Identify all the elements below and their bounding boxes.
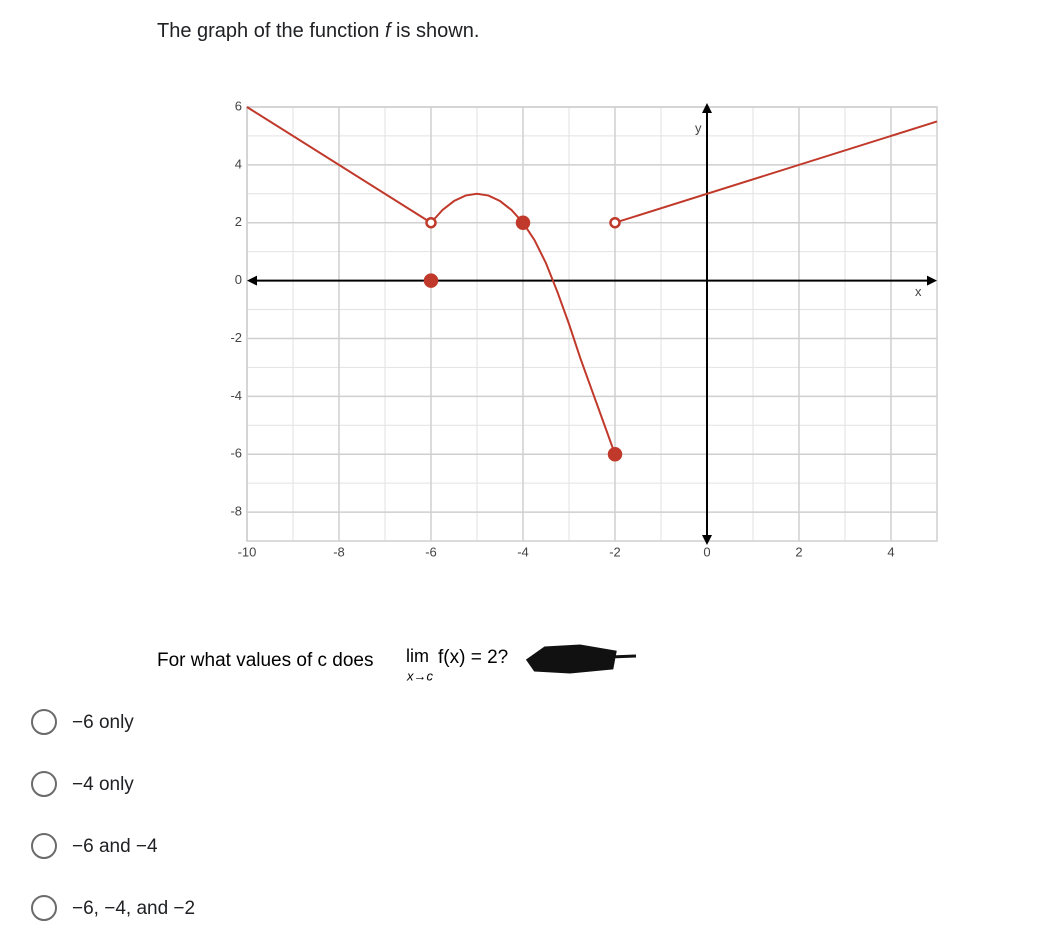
option-label[interactable]: −4 only — [72, 774, 134, 795]
redaction-scribble — [525, 644, 637, 674]
x-tick-label: -2 — [609, 544, 621, 559]
curve — [614, 120, 938, 224]
option-label[interactable]: −6 and −4 — [72, 836, 158, 857]
y-tick-label: 6 — [235, 98, 242, 113]
y-axis-label: y — [695, 120, 702, 135]
x-tick-label: -6 — [425, 544, 437, 559]
limit-word: lim — [406, 646, 429, 666]
x-tick-label: 4 — [887, 544, 894, 559]
x-tick-label: -10 — [238, 544, 257, 559]
intro-before: The graph of the function — [157, 20, 385, 42]
intro-after: is shown. — [391, 20, 480, 42]
intro-fn: f — [385, 20, 393, 42]
x-tick-label: 2 — [795, 544, 802, 559]
question-text: For what values of c does — [157, 650, 374, 671]
x-axis-label: x — [915, 284, 922, 299]
option-label[interactable]: −6, −4, and −2 — [72, 898, 195, 919]
x-tick-label: -4 — [517, 544, 529, 559]
radio-button[interactable] — [31, 771, 57, 797]
option-label[interactable]: −6 only — [72, 712, 134, 733]
limit-subscript: x→c — [406, 668, 434, 683]
options: −6 only −4 only −6 and −4 −6, −4, and −2 — [31, 709, 195, 921]
closed-point — [607, 446, 623, 462]
y-tick-label: 2 — [235, 214, 242, 229]
y-tick-label: -2 — [230, 330, 242, 345]
y-tick-label: 4 — [235, 156, 242, 171]
intro-text: The graph of the function f is shown. — [157, 20, 479, 42]
radio-button[interactable] — [31, 709, 57, 735]
closed-point — [515, 215, 531, 230]
curve — [522, 222, 616, 455]
limit-expression: f(x) = 2? — [438, 647, 508, 668]
x-tick-label: 0 — [703, 544, 710, 559]
x-tick-label: -8 — [333, 544, 345, 559]
curve — [430, 192, 524, 224]
y-tick-label: -4 — [230, 388, 242, 403]
open-point — [425, 216, 437, 229]
radio-button[interactable] — [31, 833, 57, 859]
y-tick-label: -6 — [230, 446, 242, 461]
plot-frame — [246, 106, 938, 542]
open-point — [609, 216, 621, 229]
curve — [246, 106, 432, 224]
y-tick-label: -8 — [230, 504, 242, 519]
y-tick-label: 0 — [235, 272, 242, 287]
radio-button[interactable] — [31, 895, 57, 921]
closed-point — [423, 273, 439, 288]
graph: -10 -8 -6 -4 -2 0 2 4 6 4 2 0 -2 -4 -6 -8 x y — [230, 98, 938, 559]
